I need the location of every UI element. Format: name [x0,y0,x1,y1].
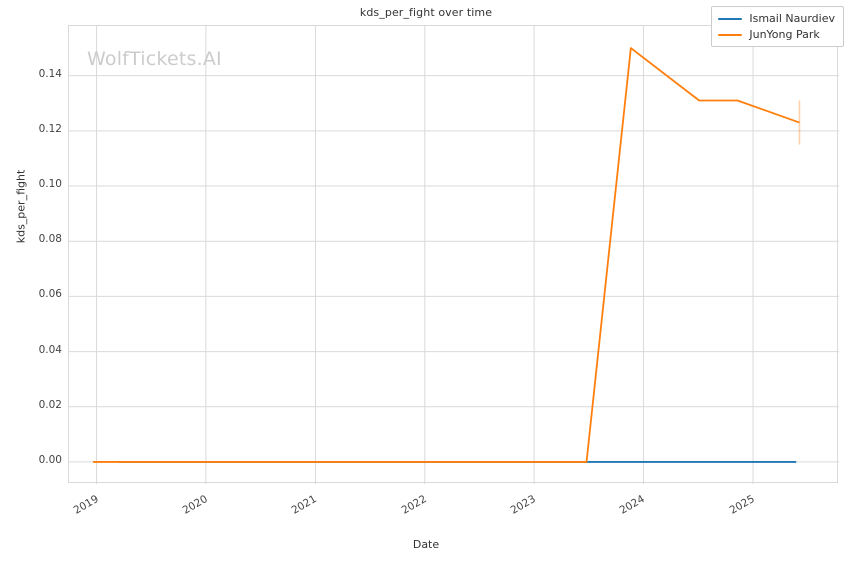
chart-legend[interactable]: Ismail Naurdiev JunYong Park [711,6,844,47]
x-tick-label: 2021 [290,493,320,517]
y-tick-label: 0.02 [38,398,62,411]
series-lines [92,47,801,463]
y-tick-label: 0.08 [38,233,62,246]
legend-item[interactable]: Ismail Naurdiev [718,12,835,25]
y-tick-label: 0.10 [38,178,62,191]
plot-area: WolfTickets.AI [68,25,839,484]
y-tick-label: 0.14 [38,67,62,80]
y-tick-label: 0.12 [38,122,62,135]
y-tick-label: 0.04 [38,343,62,356]
y-axis-label: kds_per_fight [14,169,28,244]
x-tick-label: 2022 [399,493,429,517]
chart-title: kds_per_fight over time [359,6,493,19]
legend-color-swatch [718,17,743,20]
x-tick-label: 2024 [618,493,648,517]
watermark: WolfTickets.AI [87,48,222,70]
x-tick-label: 2023 [508,493,538,517]
legend-item-label: Ismail Naurdiev [749,12,835,25]
x-tick-label: 2020 [180,493,210,517]
legend-item-label: JunYong Park [749,28,820,41]
x-tick-label: 2025 [727,493,757,517]
series-line [92,47,800,463]
y-tick-label: 0.00 [38,453,62,466]
x-axis-label: Date [412,538,440,551]
y-tick-label: 0.06 [38,288,62,301]
x-tick-label: 2019 [71,493,101,517]
y-axis-tick-labels: 0.00 0.02 0.04 0.06 0.08 0.10 0.12 0.14 [0,0,62,561]
legend-item[interactable]: JunYong Park [718,28,835,41]
grid-lines [69,26,839,484]
legend-color-swatch [718,33,743,36]
